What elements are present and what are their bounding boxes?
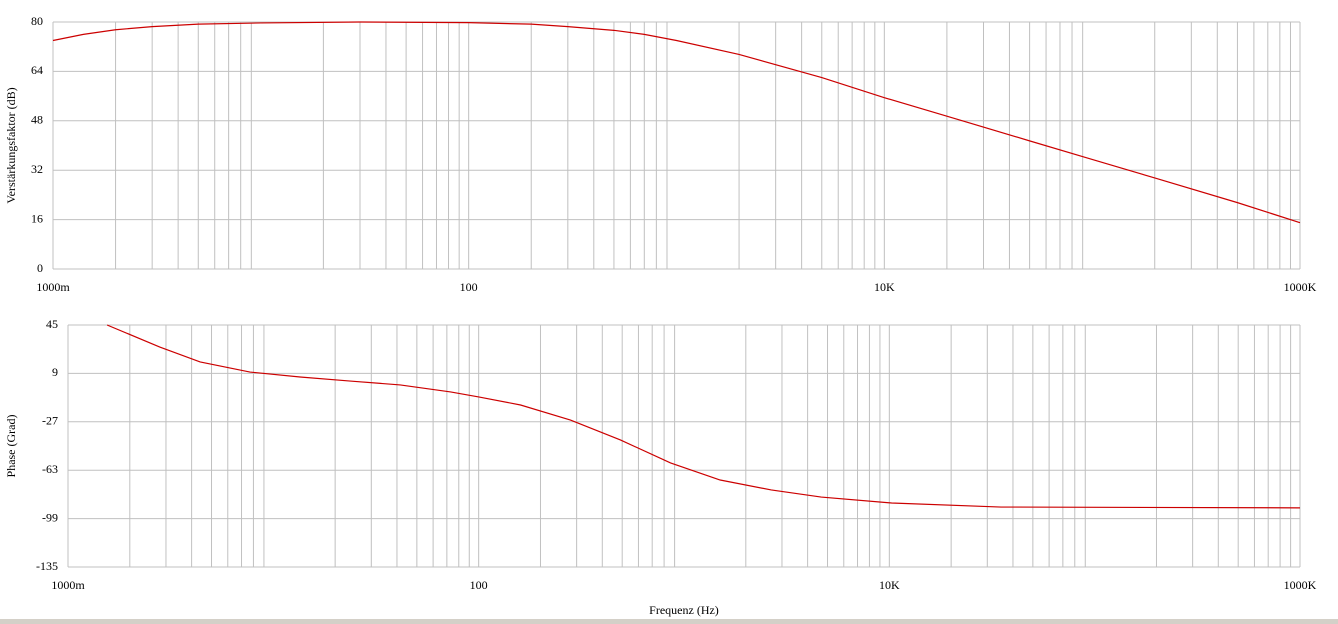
data-line <box>52 21 1301 224</box>
y-axis-label: Verstärkungsfaktor (dB) <box>4 87 18 203</box>
y-tick-label: 48 <box>31 113 43 127</box>
x-tick-label: 1000K <box>1284 280 1317 294</box>
y-tick-label: 16 <box>31 211 43 225</box>
x-tick-label: 10K <box>874 280 895 294</box>
y-tick-label: 64 <box>31 63 43 77</box>
y-tick-label: -27 <box>42 414 58 428</box>
x-tick-label: 10K <box>879 578 900 592</box>
y-tick-label: 45 <box>46 317 58 331</box>
data-line <box>106 324 1301 509</box>
y-tick-label: 32 <box>31 162 43 176</box>
y-tick-label: 9 <box>52 365 58 379</box>
y-tick-label: -99 <box>42 510 58 524</box>
x-tick-label: 100 <box>470 578 488 592</box>
y-tick-label: -63 <box>42 462 58 476</box>
x-tick-label: 100 <box>460 280 478 294</box>
y-tick-label: -135 <box>36 559 58 573</box>
y-tick-label: 80 <box>31 14 43 28</box>
x-tick-label: 1000m <box>51 578 85 592</box>
window-edge <box>0 619 1338 624</box>
x-tick-label: 1000m <box>36 280 70 294</box>
y-tick-label: 0 <box>37 261 43 275</box>
x-axis-label: Frequenz (Hz) <box>649 603 719 617</box>
x-tick-label: 1000K <box>1284 578 1317 592</box>
y-axis-label: Phase (Grad) <box>4 415 18 478</box>
